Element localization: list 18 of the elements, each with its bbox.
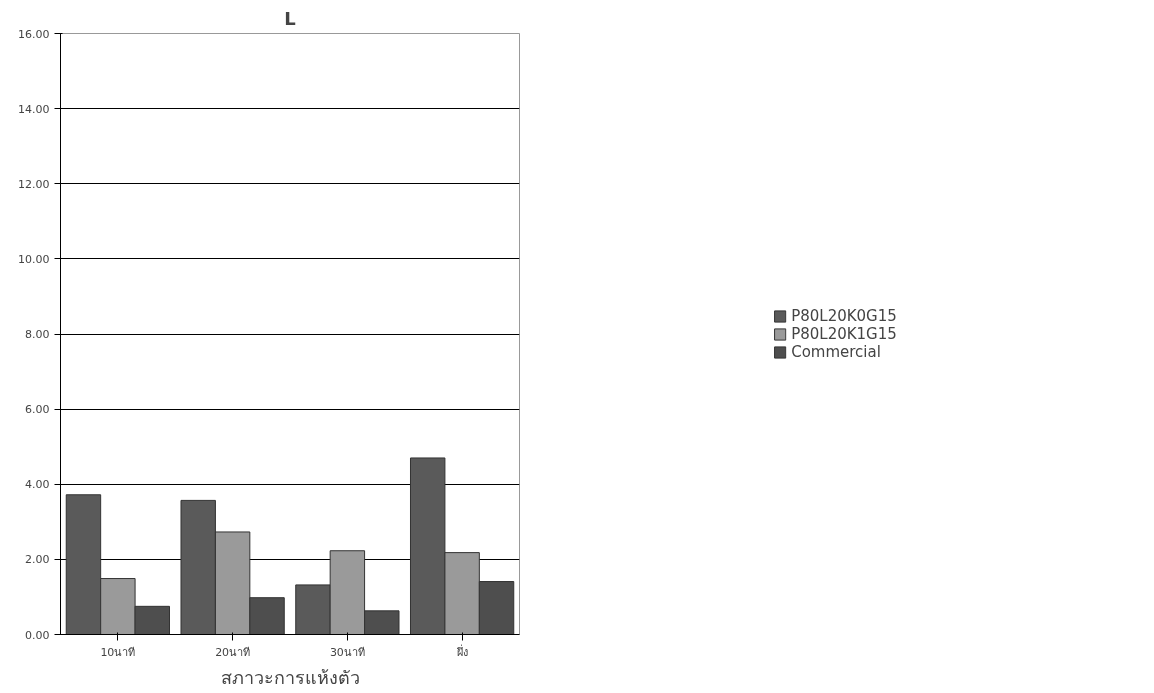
x-tick-label: 20นาที xyxy=(215,645,251,659)
chart-title: L xyxy=(284,7,296,29)
y-tick-label: 12.00 xyxy=(18,177,50,191)
legend-label: P80L20K1G15 xyxy=(791,324,897,343)
legend-label: P80L20K0G15 xyxy=(791,306,897,325)
y-tick-label: 6.00 xyxy=(25,403,50,417)
y-tick-label: 0.00 xyxy=(25,628,50,642)
x-tick-label: 30นาที xyxy=(329,645,365,659)
x-tick-label: ผึ่ง xyxy=(455,643,468,659)
x-tick-label: 10นาที xyxy=(100,645,136,659)
y-tick-label: 8.00 xyxy=(25,328,50,341)
y-tick-label: 4.00 xyxy=(25,478,50,492)
legend-label: Commercial xyxy=(791,342,881,361)
y-tick-label: 16.00 xyxy=(18,27,50,41)
y-tick-label: 14.00 xyxy=(18,102,50,116)
x-axis-title: สภาวะการแห้งตัว xyxy=(220,666,360,688)
y-tick-label: 10.00 xyxy=(18,252,50,266)
y-tick-label: 2.00 xyxy=(25,553,50,567)
